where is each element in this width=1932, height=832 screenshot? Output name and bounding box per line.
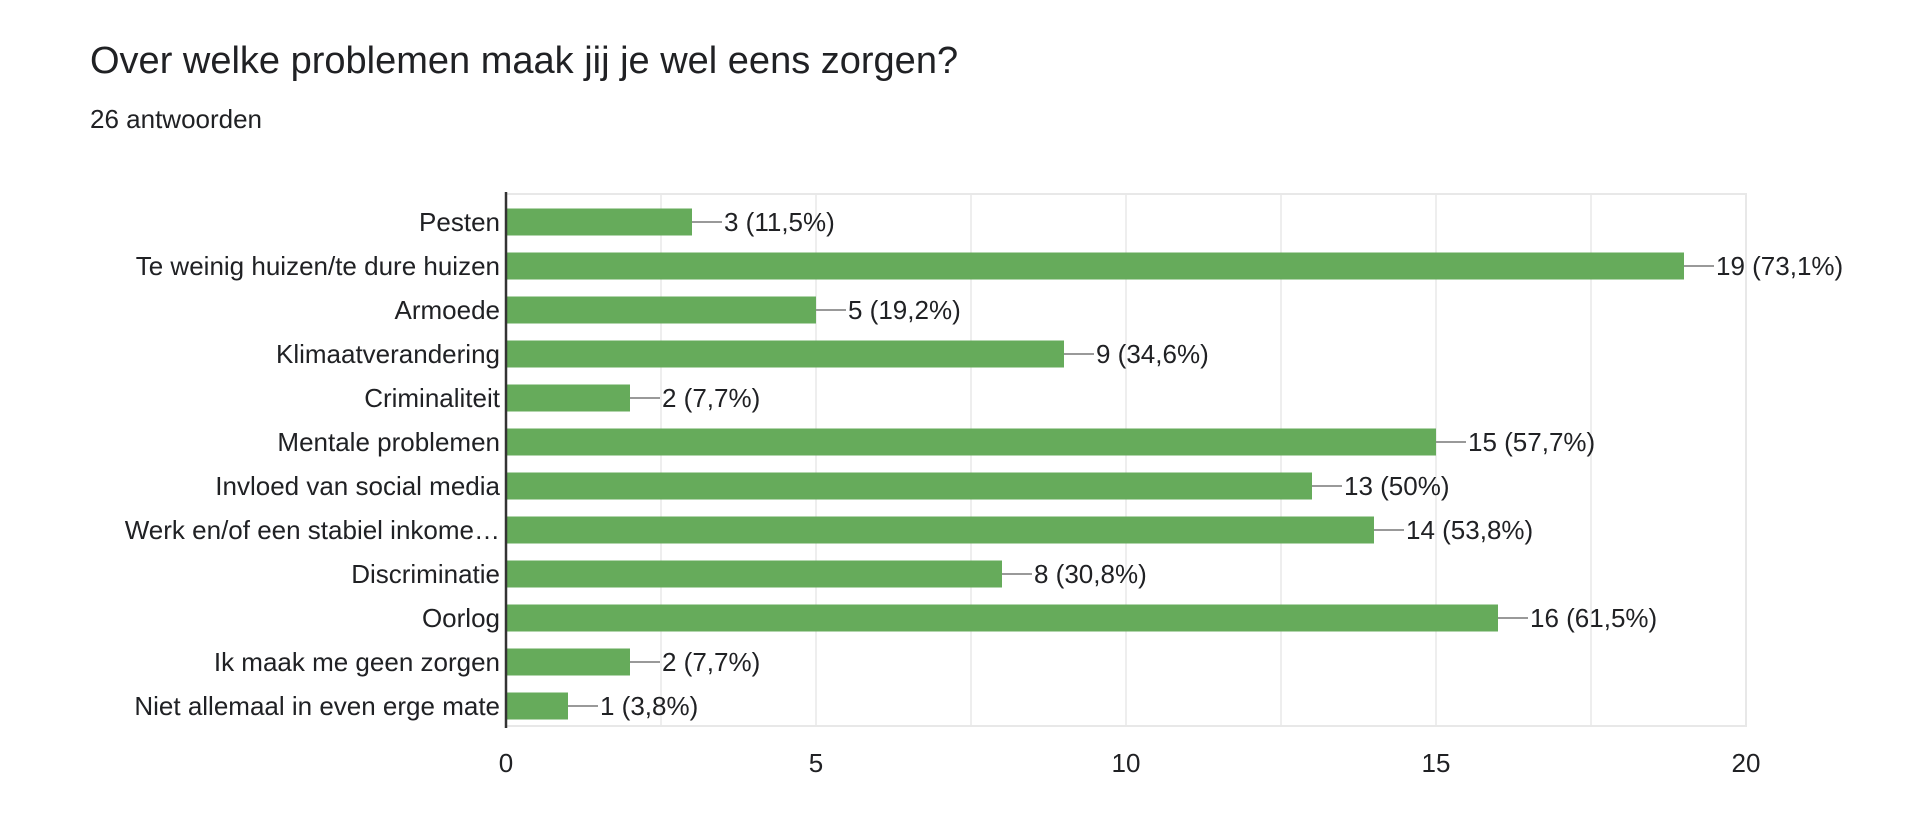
category-label: Pesten: [419, 207, 500, 237]
bar: [506, 252, 1684, 280]
bar: [506, 340, 1064, 368]
data-label: 16 (61,5%): [1530, 603, 1657, 633]
data-label: 2 (7,7%): [662, 383, 760, 413]
category-label: Invloed van social media: [215, 471, 500, 501]
x-tick-label: 15: [1422, 748, 1451, 778]
bar: [506, 208, 692, 236]
data-label: 5 (19,2%): [848, 295, 961, 325]
bar: [506, 604, 1498, 632]
category-label: Criminaliteit: [364, 383, 501, 413]
bar: [506, 296, 816, 324]
category-label: Klimaatverandering: [276, 339, 500, 369]
category-label: Armoede: [395, 295, 501, 325]
category-label: Te weinig huizen/te dure huizen: [136, 251, 500, 281]
bar: [506, 560, 1002, 588]
category-label: Discriminatie: [351, 559, 500, 589]
bar: [506, 516, 1374, 544]
category-label: Werk en/of een stabiel inkome…: [125, 515, 500, 545]
bar: [506, 472, 1312, 500]
data-label: 13 (50%): [1344, 471, 1450, 501]
data-label: 2 (7,7%): [662, 647, 760, 677]
response-count: 26 antwoorden: [90, 104, 263, 134]
bar: [506, 384, 630, 412]
data-label: 19 (73,1%): [1716, 251, 1843, 281]
bar: [506, 428, 1436, 456]
category-label: Mentale problemen: [277, 427, 500, 457]
category-label: Oorlog: [422, 603, 500, 633]
data-label: 1 (3,8%): [600, 691, 698, 721]
data-label: 14 (53,8%): [1406, 515, 1533, 545]
bar: [506, 648, 630, 676]
x-tick-label: 10: [1112, 748, 1141, 778]
x-tick-label: 0: [499, 748, 513, 778]
category-label: Niet allemaal in even erge mate: [134, 691, 500, 721]
x-tick-label: 5: [809, 748, 823, 778]
x-tick-label: 20: [1732, 748, 1761, 778]
data-label: 3 (11,5%): [724, 207, 835, 237]
category-label: Ik maak me geen zorgen: [214, 647, 500, 677]
bar: [506, 692, 568, 720]
chart-title: Over welke problemen maak jij je wel een…: [90, 40, 959, 82]
data-label: 15 (57,7%): [1468, 427, 1595, 457]
data-label: 8 (30,8%): [1034, 559, 1147, 589]
data-label: 9 (34,6%): [1096, 339, 1209, 369]
